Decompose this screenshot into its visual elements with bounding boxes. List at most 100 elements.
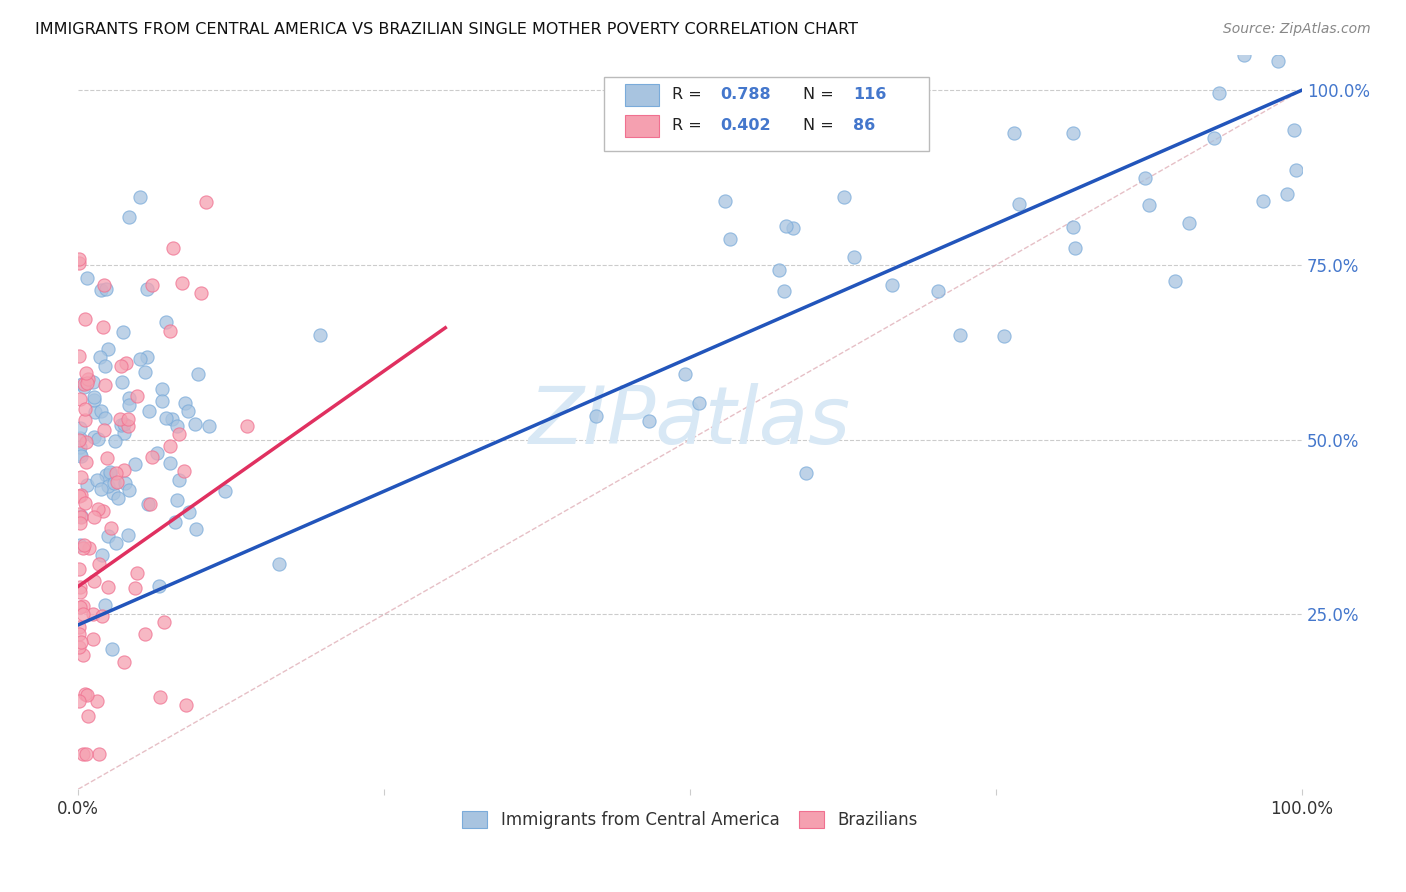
Point — [150, 382, 173, 396]
Point — [1202, 130, 1225, 145]
Point — [90, 483, 112, 497]
Point — [69, 580, 91, 594]
Point — [105, 475, 128, 490]
Point — [718, 232, 741, 246]
Point — [69, 421, 91, 435]
Point — [124, 581, 146, 595]
Point — [94, 359, 117, 374]
Point — [638, 414, 661, 428]
Point — [87, 747, 110, 762]
Point — [72, 747, 94, 762]
Point — [87, 432, 110, 446]
Point — [75, 747, 97, 762]
Point — [75, 402, 97, 417]
Text: 116: 116 — [853, 87, 886, 103]
Point — [83, 574, 105, 588]
Point — [118, 211, 141, 225]
Point — [67, 627, 90, 641]
Point — [72, 607, 94, 621]
Point — [198, 419, 221, 434]
Point — [76, 372, 98, 386]
Point — [136, 351, 159, 365]
Point — [141, 278, 163, 293]
Point — [69, 510, 91, 524]
Point — [160, 412, 183, 426]
Point — [184, 523, 207, 537]
Point — [184, 417, 207, 432]
Point — [76, 689, 98, 703]
Point — [98, 465, 121, 479]
Point — [103, 475, 125, 490]
Point — [72, 538, 94, 552]
Point — [70, 488, 93, 502]
Point — [82, 632, 104, 646]
Point — [117, 412, 139, 426]
Point — [93, 504, 115, 518]
Point — [83, 429, 105, 443]
Point — [159, 456, 181, 470]
Point — [125, 566, 148, 580]
Point — [177, 404, 200, 418]
Point — [214, 483, 236, 498]
Point — [107, 491, 129, 505]
Point — [91, 319, 114, 334]
Point — [177, 505, 200, 519]
Point — [72, 541, 94, 555]
Point — [773, 285, 796, 299]
Point — [105, 467, 128, 481]
Point — [1251, 194, 1274, 209]
Point — [1062, 219, 1084, 234]
Point — [112, 326, 135, 340]
Point — [152, 615, 174, 630]
Point — [714, 194, 737, 208]
Point — [69, 635, 91, 649]
Point — [832, 189, 855, 203]
Point — [96, 282, 118, 296]
Text: 86: 86 — [853, 119, 875, 134]
Point — [141, 450, 163, 464]
Point — [688, 396, 710, 410]
Point — [75, 366, 97, 380]
Point — [67, 349, 90, 363]
Point — [111, 375, 134, 389]
Point — [159, 325, 181, 339]
Point — [67, 256, 90, 270]
Point — [162, 241, 184, 255]
Point — [97, 529, 120, 543]
Point — [585, 409, 607, 424]
Point — [150, 394, 173, 409]
Point — [110, 359, 132, 374]
Text: Source: ZipAtlas.com: Source: ZipAtlas.com — [1223, 22, 1371, 37]
Point — [75, 435, 97, 450]
Point — [75, 455, 97, 469]
Point — [69, 600, 91, 615]
Point — [136, 497, 159, 511]
Point — [90, 284, 112, 298]
Point — [94, 467, 117, 482]
Point — [149, 690, 172, 704]
Point — [794, 466, 817, 480]
Point — [100, 521, 122, 535]
Point — [1275, 187, 1298, 202]
Point — [73, 496, 96, 510]
Point — [118, 397, 141, 411]
Bar — [626, 84, 659, 106]
Point — [94, 411, 117, 425]
Point — [67, 620, 90, 634]
Point — [195, 194, 218, 209]
Point — [67, 507, 90, 521]
Point — [104, 535, 127, 549]
Text: R =: R = — [672, 119, 707, 134]
Text: IMMIGRANTS FROM CENTRAL AMERICA VS BRAZILIAN SINGLE MOTHER POVERTY CORRELATION C: IMMIGRANTS FROM CENTRAL AMERICA VS BRAZI… — [35, 22, 858, 37]
Point — [76, 376, 98, 390]
Point — [118, 391, 141, 405]
Point — [83, 510, 105, 524]
Point — [155, 411, 177, 425]
Point — [173, 464, 195, 478]
Point — [70, 376, 93, 391]
Point — [1208, 87, 1230, 101]
Point — [89, 350, 111, 364]
Point — [70, 508, 93, 523]
Point — [104, 434, 127, 448]
Point — [173, 395, 195, 409]
